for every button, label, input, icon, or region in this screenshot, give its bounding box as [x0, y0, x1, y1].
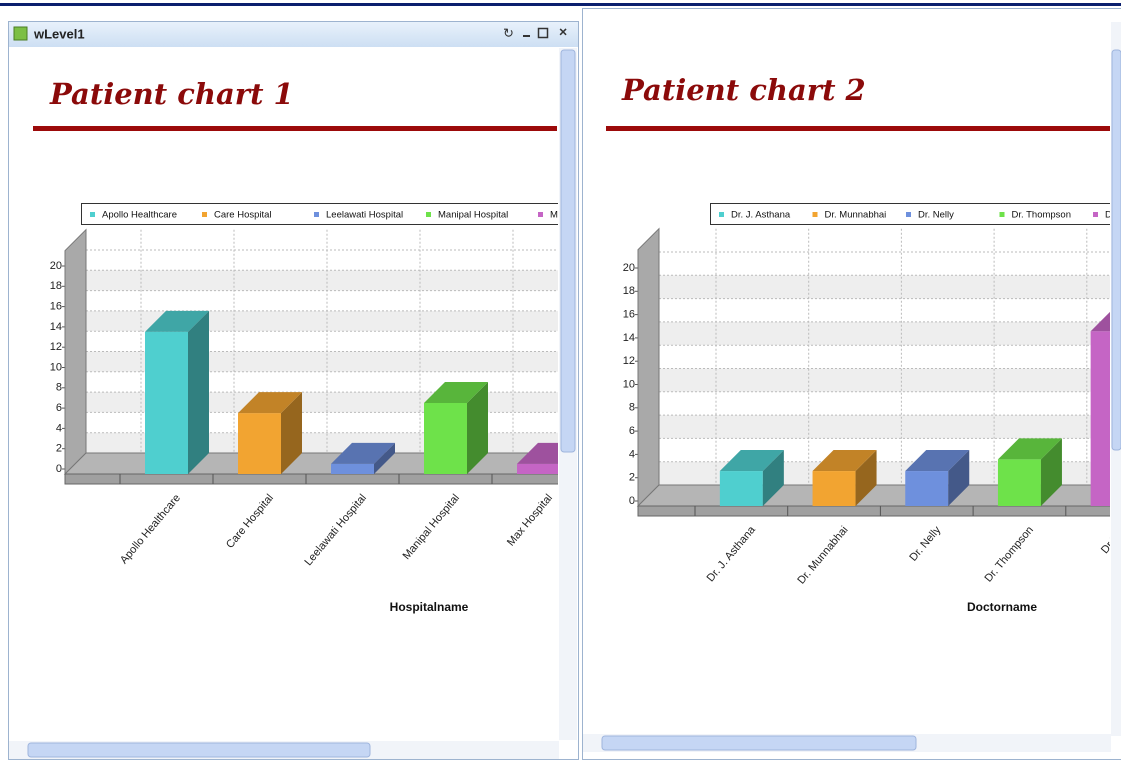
y-tick-label: 0	[56, 463, 62, 475]
legend-label: Leelawati Hospital	[326, 210, 403, 221]
legend-swatch	[202, 212, 207, 217]
y-tick-label: 18	[623, 285, 635, 297]
bar-front	[905, 471, 948, 506]
side-wall	[65, 230, 86, 474]
bar-front	[424, 403, 467, 474]
h-scroll-thumb[interactable]	[602, 736, 916, 750]
grid-band	[659, 415, 1110, 438]
y-tick-label: 10	[50, 361, 62, 373]
y-tick-label: 0	[629, 495, 635, 507]
top-rule	[0, 3, 1121, 6]
y-tick-label: 20	[50, 260, 62, 272]
bar-front	[331, 464, 374, 474]
window-icon	[14, 27, 27, 40]
legend-label: Care Hospital	[214, 210, 272, 221]
refresh-button[interactable]: ↻	[503, 25, 514, 40]
bar	[424, 382, 488, 474]
legend-label: Dr. Munnabhai	[825, 210, 887, 221]
legend-swatch	[314, 212, 319, 217]
y-tick-label: 16	[50, 301, 62, 313]
h-scroll-thumb[interactable]	[28, 743, 370, 757]
y-tick-label: 14	[50, 321, 62, 333]
bar	[238, 392, 302, 474]
title-rule	[606, 126, 1110, 131]
legend-label: Dr. Thompson	[1012, 210, 1072, 221]
floor-front	[65, 474, 600, 484]
bar-front	[145, 332, 188, 474]
v-scroll-thumb[interactable]	[561, 50, 575, 452]
y-tick-label: 14	[623, 332, 635, 344]
title-rule	[33, 126, 557, 131]
bar-front	[813, 471, 856, 506]
x-axis-label: Doctorname	[967, 600, 1037, 614]
y-tick-label: 2	[56, 443, 62, 455]
y-tick-label: 4	[56, 422, 62, 434]
legend-swatch	[906, 212, 911, 217]
legend-label: Manipal Hospital	[438, 210, 508, 221]
y-tick-label: 8	[629, 402, 635, 414]
y-tick-label: 6	[629, 425, 635, 437]
bar	[145, 311, 209, 474]
legend-swatch	[426, 212, 431, 217]
grid-band	[659, 369, 1110, 392]
grid-band	[659, 275, 1110, 298]
y-tick-label: 6	[56, 402, 62, 414]
y-tick-label: 2	[629, 472, 635, 484]
legend-label: Dr. Nelly	[918, 210, 954, 221]
y-tick-label: 16	[623, 309, 635, 321]
grid-band	[86, 270, 560, 290]
chart-title: Patient chart 1	[49, 77, 294, 111]
bar-front	[517, 464, 560, 474]
legend-swatch	[538, 212, 543, 217]
x-axis-label: Hospitalname	[390, 600, 469, 614]
legend-swatch	[1000, 212, 1005, 217]
bar-side	[188, 311, 209, 474]
y-tick-label: 18	[50, 280, 62, 292]
y-tick-label: 12	[623, 355, 635, 367]
bar-front	[998, 459, 1041, 506]
legend-swatch	[1093, 212, 1098, 217]
legend-label: Apollo Healthcare	[102, 210, 177, 221]
bar-front	[238, 413, 281, 474]
bar-front	[720, 471, 763, 506]
v-scroll-thumb[interactable]	[1112, 50, 1121, 450]
y-tick-label: 20	[623, 262, 635, 274]
y-tick-label: 4	[629, 448, 635, 460]
side-wall	[638, 229, 659, 506]
title-bar	[9, 22, 578, 47]
legend-swatch	[813, 212, 818, 217]
chart-title: Patient chart 2	[621, 73, 866, 107]
y-tick-label: 12	[50, 341, 62, 353]
window-title: wLevel1	[33, 26, 85, 41]
floor-front	[638, 506, 1121, 516]
legend-swatch	[90, 212, 95, 217]
legend-swatch	[719, 212, 724, 217]
close-button[interactable]: ×	[559, 24, 567, 40]
grid-band	[659, 322, 1110, 345]
y-tick-label: 8	[56, 382, 62, 394]
minimize-button[interactable]	[523, 35, 530, 37]
legend-label: Dr. J. Asthana	[731, 210, 791, 221]
y-tick-label: 10	[623, 378, 635, 390]
